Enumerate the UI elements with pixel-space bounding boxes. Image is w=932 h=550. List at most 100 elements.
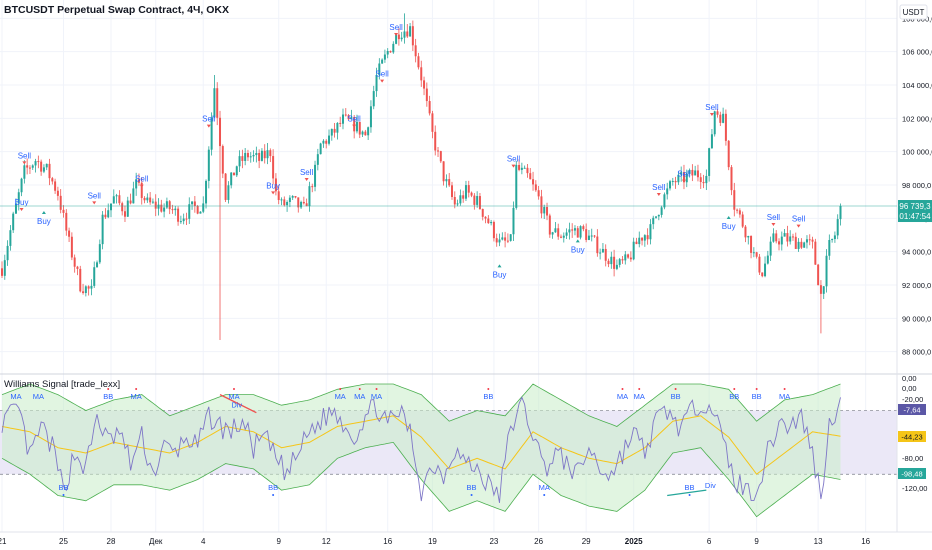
candle[interactable] (73, 254, 76, 273)
candle[interactable] (805, 235, 808, 249)
candle[interactable] (780, 231, 783, 251)
candle[interactable] (40, 159, 43, 176)
candle[interactable] (794, 232, 797, 249)
candle[interactable] (495, 233, 498, 247)
candle[interactable] (786, 225, 789, 247)
candle[interactable] (325, 139, 328, 149)
candle[interactable] (34, 158, 37, 173)
candle[interactable] (76, 265, 79, 276)
candle[interactable] (615, 259, 618, 271)
candle[interactable] (207, 146, 210, 189)
candle[interactable] (350, 109, 353, 120)
candle[interactable] (492, 220, 495, 242)
candle[interactable] (171, 204, 174, 214)
candle[interactable] (534, 180, 537, 192)
candle[interactable] (789, 230, 792, 245)
candle[interactable] (358, 121, 361, 139)
candle[interactable] (163, 203, 166, 218)
candle[interactable] (149, 192, 152, 205)
candle[interactable] (1, 261, 3, 279)
candle[interactable] (593, 234, 596, 238)
candle[interactable] (456, 199, 459, 207)
candle[interactable] (744, 224, 747, 243)
candle[interactable] (565, 228, 568, 239)
candle[interactable] (448, 172, 451, 187)
candle[interactable] (143, 196, 146, 204)
candle[interactable] (453, 191, 456, 209)
candle[interactable] (699, 173, 702, 189)
candle[interactable] (252, 150, 255, 162)
candle[interactable] (179, 215, 182, 224)
candle[interactable] (101, 211, 104, 250)
candle[interactable] (70, 232, 73, 261)
candle[interactable] (230, 172, 233, 189)
candle[interactable] (470, 191, 473, 198)
candle[interactable] (140, 177, 143, 205)
candle[interactable] (118, 190, 121, 206)
candle[interactable] (599, 248, 602, 260)
candle[interactable] (476, 191, 479, 208)
candle[interactable] (730, 165, 733, 196)
candle[interactable] (652, 215, 655, 230)
candle[interactable] (146, 193, 149, 203)
candle[interactable] (129, 193, 132, 205)
candle[interactable] (314, 160, 317, 192)
candle[interactable] (56, 186, 59, 201)
candle[interactable] (383, 49, 386, 63)
candle[interactable] (596, 229, 599, 257)
candle[interactable] (484, 216, 487, 224)
candle[interactable] (238, 150, 241, 173)
candle[interactable] (738, 208, 741, 218)
candle[interactable] (573, 225, 576, 236)
candle[interactable] (490, 219, 493, 226)
candle[interactable] (710, 129, 713, 149)
candle[interactable] (797, 238, 800, 252)
candle[interactable] (210, 112, 213, 156)
candle[interactable] (361, 130, 364, 137)
candle[interactable] (344, 108, 347, 117)
candle[interactable] (308, 181, 311, 212)
candle[interactable] (548, 213, 551, 238)
candle[interactable] (386, 48, 389, 59)
candle[interactable] (610, 251, 613, 269)
candle[interactable] (702, 174, 705, 189)
candlestick-series[interactable] (1, 13, 842, 340)
candle[interactable] (537, 185, 540, 200)
candle[interactable] (671, 177, 674, 186)
candle[interactable] (389, 50, 392, 53)
candle[interactable] (347, 113, 350, 121)
candle[interactable] (288, 195, 291, 208)
price-axis[interactable]: 108 000,0106 000,0104 000,0102 000,0100 … (902, 14, 932, 356)
candle[interactable] (375, 67, 378, 97)
candle[interactable] (269, 148, 272, 163)
candle[interactable] (459, 189, 462, 206)
candle[interactable] (462, 190, 465, 203)
candle[interactable] (803, 241, 806, 248)
candle[interactable] (17, 188, 20, 211)
candle[interactable] (115, 193, 118, 204)
candle[interactable] (814, 238, 817, 265)
candle[interactable] (364, 129, 367, 136)
candle[interactable] (316, 148, 319, 171)
candle[interactable] (621, 256, 624, 264)
candle[interactable] (677, 171, 680, 185)
candle[interactable] (355, 114, 358, 134)
candle[interactable] (666, 182, 669, 200)
candle[interactable] (96, 260, 99, 268)
candle[interactable] (576, 226, 579, 238)
candle[interactable] (822, 285, 825, 300)
candle[interactable] (736, 208, 739, 214)
candle[interactable] (258, 149, 261, 169)
candle[interactable] (783, 229, 786, 237)
candle[interactable] (638, 231, 641, 248)
candle[interactable] (260, 148, 263, 162)
candle[interactable] (205, 179, 208, 209)
candle[interactable] (434, 125, 437, 156)
candle[interactable] (291, 195, 294, 200)
candle[interactable] (590, 228, 593, 242)
candle[interactable] (579, 225, 582, 240)
candle[interactable] (546, 202, 549, 221)
candle[interactable] (333, 122, 336, 138)
candle[interactable] (587, 229, 590, 241)
candle[interactable] (629, 251, 632, 262)
